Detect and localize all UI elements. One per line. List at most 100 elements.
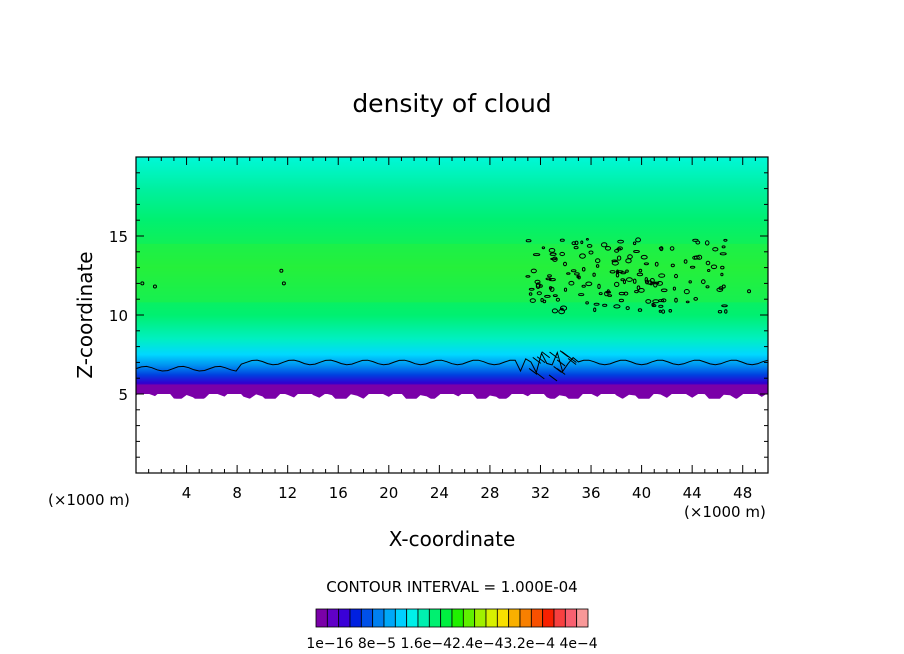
contour-blob (558, 308, 565, 315)
contour-blob (601, 242, 608, 248)
contour-blob (566, 272, 571, 275)
contour-blob (668, 309, 673, 313)
colorbar-cell (406, 608, 419, 628)
contour-streak (556, 368, 566, 375)
contour-interval: CONTOUR INTERVAL = 1.000E-04 (326, 578, 577, 596)
x-tick-label: 24 (430, 484, 449, 502)
contour-blob (643, 262, 650, 266)
contour-blob (710, 264, 718, 270)
contour-blob (574, 240, 579, 246)
contour-blob (705, 260, 711, 266)
contour-blob (279, 268, 284, 273)
contour-blob (661, 298, 667, 303)
contour-blob (570, 269, 577, 273)
contour-streak (548, 374, 558, 382)
contour-blob (669, 246, 675, 251)
contour-blob (635, 237, 641, 243)
contour-blob (720, 265, 725, 270)
colorbar-cell (349, 608, 362, 628)
contour-blob (692, 238, 699, 242)
contour-blob (747, 289, 752, 294)
green-layer (136, 243, 768, 303)
y-tick-label: 10 (109, 307, 128, 325)
contour-blob (689, 265, 696, 269)
x-unit-left: (×1000 m) (48, 491, 130, 509)
contour-blob (614, 281, 620, 287)
contour-blob (547, 274, 552, 278)
contour-streak (528, 368, 538, 375)
contour-blob (605, 290, 612, 294)
contour-blobs (140, 237, 752, 382)
contour-blob (573, 246, 579, 250)
contour-blob (574, 272, 580, 276)
contour-blob (579, 253, 586, 259)
x-axis-ticks: 4 8 12 16 20 24 28 32 36 40 44 48 (148, 157, 756, 502)
density-field (136, 157, 768, 473)
contour-streak (541, 351, 551, 359)
contour-blob (593, 302, 600, 306)
contour-blob (712, 247, 719, 252)
contour-blob (695, 240, 701, 245)
field-texture (136, 243, 768, 473)
contour-blob (660, 288, 668, 293)
clear-air-region (136, 398, 768, 473)
contour-blob (152, 284, 157, 289)
y-tick-label: 5 (118, 386, 128, 404)
y-axis-ticks: 5 10 15 (109, 172, 768, 458)
contour-blob (719, 252, 727, 256)
contour-blob (661, 309, 666, 314)
y-tick-label: 15 (109, 228, 128, 246)
contour-blob (674, 273, 678, 279)
contour-blob (637, 308, 643, 312)
colorbar-cell (394, 608, 408, 628)
colorbar-cell (576, 608, 589, 628)
contour-blob (688, 280, 692, 284)
x-tick-label: 32 (531, 484, 550, 502)
density-gradient (136, 157, 768, 394)
colorbar-cell (519, 608, 532, 628)
colorbar-cell (485, 608, 498, 628)
colorbar-cell (462, 608, 476, 628)
contour-blob (593, 307, 597, 313)
colorbar-cell (451, 608, 464, 628)
contour-blob (640, 254, 648, 260)
contour-blob (559, 238, 565, 242)
contour-blob (578, 293, 585, 297)
contour-streak (567, 358, 577, 365)
x-tick-label: 4 (182, 484, 192, 502)
colorbar-cell (428, 608, 442, 628)
contour-blob (563, 261, 567, 267)
contour-blob (549, 252, 557, 256)
contour-blob (701, 279, 706, 285)
contour-blob (632, 278, 637, 284)
contour-blob (281, 281, 286, 286)
contour-blob (615, 272, 620, 278)
contour-blob (620, 271, 627, 275)
contour-blob (588, 250, 594, 255)
contour-blob (609, 270, 616, 274)
contour-blob (528, 292, 533, 296)
contour-blob (586, 244, 593, 248)
contour-blob (636, 272, 644, 277)
colorbar-cell (564, 608, 578, 628)
contour-blob (693, 255, 700, 260)
contour-blob (525, 239, 532, 243)
contour-blob (548, 248, 556, 253)
contour-blob (597, 283, 601, 289)
x-axis-label: X-coordinate (389, 527, 516, 551)
contour-blob (721, 284, 726, 289)
colorbar-cell (372, 608, 385, 628)
contour-blob (658, 246, 663, 250)
contour-blob (632, 241, 637, 246)
colorbar-cell (553, 608, 566, 628)
colorbar-cell (360, 608, 374, 628)
contour-blob (617, 239, 624, 244)
contour-blob (530, 268, 537, 274)
colorbar-cell (508, 608, 521, 628)
contour-blob (536, 291, 542, 296)
contour-blob (696, 254, 703, 260)
contour-blob (724, 309, 728, 314)
cloud-base-band (136, 384, 768, 403)
contour-blob (602, 303, 608, 307)
